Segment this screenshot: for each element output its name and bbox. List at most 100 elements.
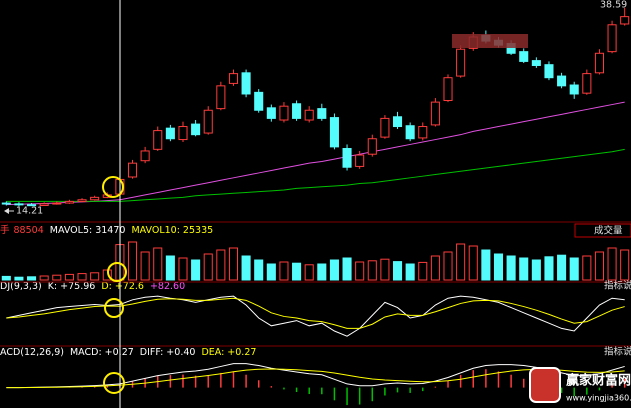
- volume-bar: [582, 255, 592, 281]
- volume-bar: [279, 261, 289, 281]
- header-item: ACD(12,26,9): [0, 347, 64, 358]
- candle-body: [367, 138, 377, 155]
- header-item: K: +75.96: [48, 281, 96, 292]
- candle-body: [90, 196, 100, 201]
- plot-layer: 手 88504 MAVOL5: 31470 MAVOL10: 25335 DJ(9,3,…: [0, 7, 630, 406]
- header-item: DIFF: +0.40: [140, 347, 196, 358]
- header-value: 88504: [14, 225, 44, 236]
- candle-body: [241, 72, 251, 95]
- volume-bar: [191, 259, 201, 281]
- highlight-circle: [104, 298, 124, 318]
- volume-bar: [228, 247, 239, 281]
- candle-body: [216, 85, 226, 110]
- candle-body: [279, 105, 289, 121]
- indicator-line: [6, 148, 625, 202]
- candle-body: [418, 126, 428, 139]
- volume-bar: [468, 245, 478, 281]
- volume-bar: [367, 260, 377, 281]
- volume-bar: [153, 247, 163, 281]
- candle-body: [430, 101, 440, 126]
- candle-body: [254, 91, 264, 111]
- candle-body: [27, 204, 37, 207]
- volume-bar: [90, 272, 100, 281]
- candle-body: [52, 202, 62, 205]
- volume-bar: [607, 247, 617, 281]
- candle-body: [153, 130, 163, 150]
- volume-bar: [620, 249, 630, 281]
- volume-bar: [418, 261, 428, 281]
- volume-bar: [140, 251, 150, 281]
- candle-body: [342, 148, 352, 168]
- indicator-line: [6, 368, 625, 389]
- candle-body: [64, 200, 74, 204]
- candle-body: [165, 127, 175, 140]
- candle-body: [557, 75, 567, 87]
- volume-bar: [14, 276, 24, 281]
- volume-bar: [254, 259, 264, 281]
- volume-bar: [266, 263, 276, 281]
- header-item: MAVOL5: 31470: [50, 225, 126, 236]
- indicator-line: [6, 297, 625, 329]
- volume-bar: [355, 261, 365, 281]
- header-item: DJ(9,3,3): [0, 281, 42, 292]
- candle-body: [292, 103, 302, 119]
- candle-body: [594, 52, 604, 74]
- candle-body: [544, 64, 554, 79]
- candle-body: [266, 107, 276, 119]
- panel-label: 指标说: [604, 280, 631, 292]
- panel-label: 成交量: [594, 225, 623, 237]
- panel-header: DJ(9,3,3) K: +75.96 D: +72.6 +82.60: [0, 281, 185, 292]
- volume-bar: [1, 275, 11, 281]
- volume-bar: [127, 241, 138, 281]
- volume-bar: [178, 257, 188, 281]
- candle-body: [582, 73, 592, 94]
- panel-label: 指标说: [604, 346, 631, 358]
- candle-body: [531, 60, 541, 66]
- volume-bar: [544, 256, 554, 281]
- candle-body: [569, 84, 579, 95]
- header-item: 手: [0, 224, 10, 236]
- volume-bar: [165, 255, 175, 281]
- candle-body: [127, 162, 138, 178]
- candle-body: [77, 199, 87, 202]
- volume-bar: [443, 251, 453, 281]
- low-annotation: 14.21: [16, 206, 43, 217]
- candle-body: [443, 77, 453, 101]
- highlight-circle: [103, 372, 125, 394]
- volume-bar: [531, 259, 541, 281]
- candle-body: [355, 154, 365, 167]
- highlight-circle: [102, 176, 124, 198]
- header-item: +82.60: [150, 281, 185, 292]
- volume-bar: [392, 261, 403, 281]
- volume-bar: [292, 262, 302, 281]
- candle-body: [191, 123, 201, 136]
- header-item: MACD: +0.27: [70, 347, 134, 358]
- candle-body: [405, 125, 415, 140]
- volume-bar: [241, 255, 251, 281]
- volume-bar: [52, 274, 62, 281]
- candle-body: [317, 108, 327, 119]
- candle-body: [140, 150, 150, 162]
- high-annotation: 38.59: [600, 0, 627, 11]
- volume-bar: [557, 254, 567, 281]
- volume-bar: [430, 255, 440, 281]
- volume-bar: [329, 259, 339, 281]
- volume-bar: [493, 253, 504, 281]
- annotation-arrowhead: [4, 208, 9, 214]
- panel-header: ACD(12,26,9) MACD: +0.27 DIFF: +0.40 DEA: +…: [0, 347, 256, 358]
- candle-body: [304, 109, 314, 121]
- candle-body: [607, 24, 617, 53]
- candle-body: [228, 73, 239, 84]
- highlight-region: [452, 34, 528, 48]
- header-item: MAVOL10: 25335: [131, 225, 213, 236]
- indicator-line: [6, 101, 625, 206]
- candle-body: [620, 16, 630, 25]
- label-box: [574, 223, 631, 238]
- volume-bar: [342, 257, 352, 281]
- volume-bar: [64, 273, 74, 281]
- volume-bar: [317, 263, 327, 281]
- volume-bar: [481, 249, 491, 281]
- candle-body: [519, 51, 529, 62]
- volume-bar: [506, 255, 516, 281]
